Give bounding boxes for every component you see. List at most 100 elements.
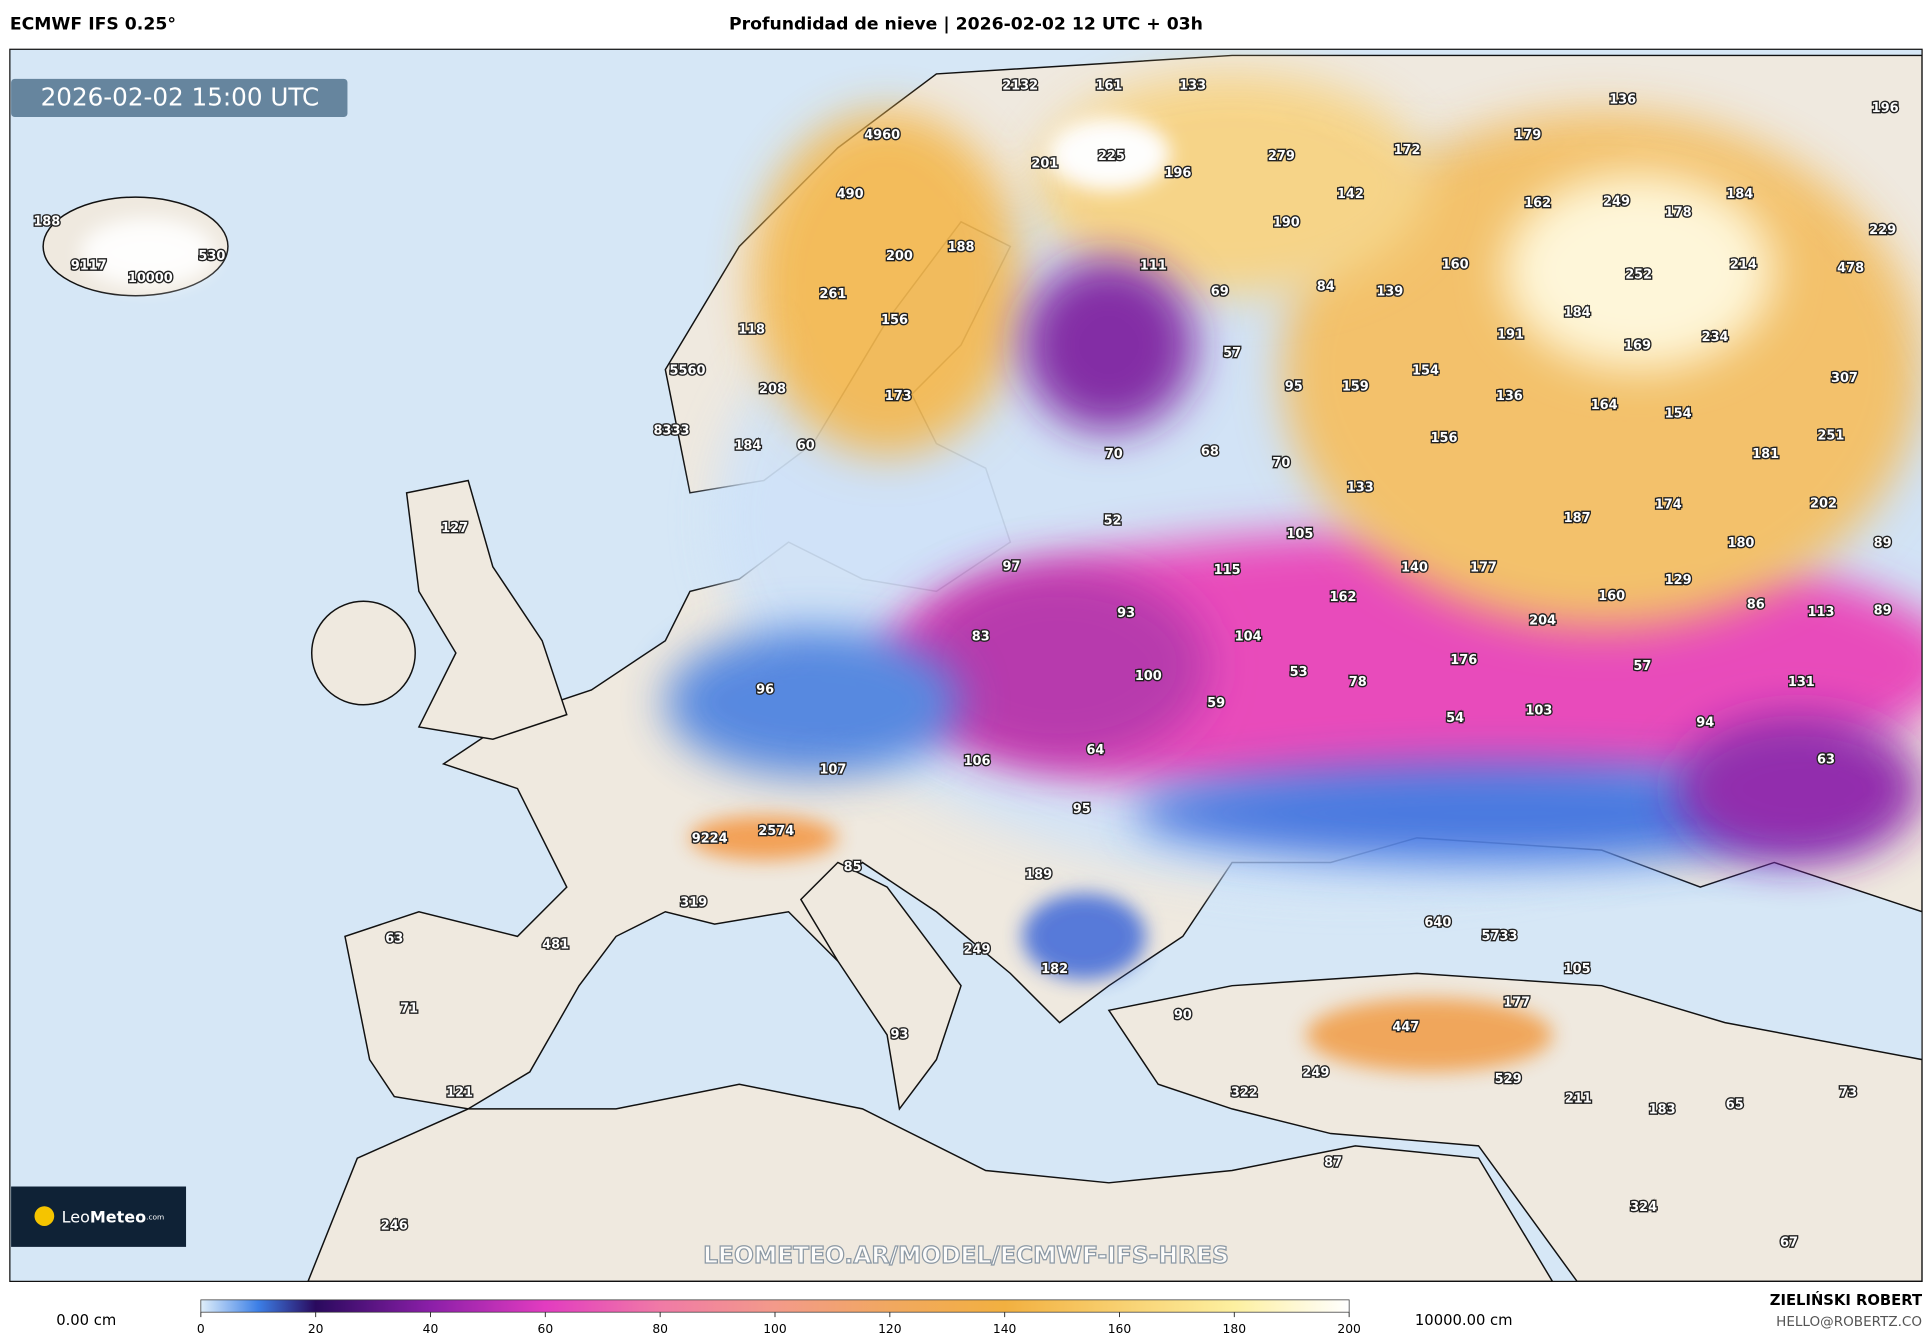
snow-depth-label: 52 (1104, 514, 1122, 529)
snow-depth-label: 191 (1497, 328, 1524, 343)
snow-depth-label: 70 (1105, 447, 1123, 462)
timestamp: 2026-02-02 15:00 UTC (41, 83, 320, 112)
snow-depth-label: 490 (837, 187, 864, 202)
snow-depth-label: 164 (1591, 398, 1618, 413)
snow-depth-label: 100 (1135, 669, 1162, 684)
snow-depth-label: 447 (1392, 1020, 1419, 1035)
snow-depth-label: 2574 (758, 824, 794, 839)
snow-depth-label: 57 (1223, 346, 1241, 361)
snow-depth-label: 530 (198, 249, 225, 264)
snow-depth-label: 162 (1524, 196, 1551, 211)
snow-depth-label: 104 (1235, 629, 1262, 644)
colorbar-tick-label: 0 (197, 1322, 205, 1336)
snow-depth-label: 95 (1285, 379, 1303, 394)
colorbar-tick-label: 60 (537, 1322, 553, 1336)
snow-depth-label: 478 (1837, 261, 1864, 276)
snow-depth-label: 184 (734, 439, 761, 454)
snow-depth-label: 182 (1041, 962, 1068, 977)
colorbar-min: 0.00 cm (56, 1312, 116, 1329)
snow-depth-label: 139 (1376, 285, 1403, 300)
colorbar-tick-label: 20 (308, 1322, 324, 1336)
map: 2132 161 133 136 196 4960 179 172 279 201 225 196 49… (9, 49, 1923, 1282)
snow-depth-label: 95 (1073, 802, 1091, 817)
snow-depth-label: 87 (1324, 1156, 1342, 1171)
colorbar-tick-label: 180 (1223, 1322, 1247, 1336)
snow-depth-label: 184 (1726, 187, 1753, 202)
snow-depth-label: 111 (1140, 259, 1167, 274)
snow-depth-label: 184 (1564, 305, 1591, 320)
snow-depth-label: 172 (1394, 143, 1421, 158)
snow-depth-label: 57 (1633, 659, 1651, 674)
snow-depth-label: 307 (1831, 371, 1858, 386)
snow-depth-label: 70 (1272, 456, 1290, 471)
snow-depth-label: 225 (1098, 149, 1125, 164)
snow-depth-label: 201 (1031, 156, 1058, 171)
snow-depth-label: 140 (1401, 560, 1428, 575)
snow-depth-label: 85 (844, 860, 862, 875)
snow-depth-label: 96 (756, 682, 774, 697)
snow-depth-label: 181 (1752, 447, 1779, 462)
snow-depth-label: 9224 (692, 832, 728, 847)
snow-depth-label: 176 (1450, 653, 1477, 668)
snow-depth-label: 115 (1214, 563, 1241, 578)
snow-depth-label: 211 (1565, 1092, 1592, 1107)
snow-depth-label: 67 (1780, 1236, 1798, 1251)
map-frame (9, 48, 1923, 1283)
snow-depth-label: 162 (1329, 590, 1356, 605)
snow-depth-label: 180 (1727, 536, 1754, 551)
snow-depth-label: 196 (1164, 166, 1191, 181)
snow-depth-label: 202 (1810, 496, 1837, 511)
snow-depth-label: 103 (1525, 703, 1552, 718)
snow-depth-label: 142 (1337, 187, 1364, 202)
snow-depth-label: 5733 (1481, 929, 1517, 944)
snow-depth-label: 177 (1503, 995, 1530, 1010)
snow-depth-label: 174 (1655, 498, 1682, 513)
snow-depth-label: 160 (1442, 257, 1469, 272)
snow-depth-label: 86 (1747, 597, 1765, 612)
snow-depth-label: 93 (890, 1027, 908, 1042)
colorbar-tick-label: 100 (763, 1322, 787, 1336)
snow-depth-label: 71 (400, 1002, 418, 1017)
snow-depth-label: 322 (1231, 1085, 1258, 1100)
snow-depth-label: 94 (1696, 716, 1714, 731)
snow-depth-label: 90 (1174, 1008, 1192, 1023)
snow-depth-label: 189 (1025, 867, 1052, 882)
snow-depth-label: 107 (819, 763, 846, 778)
logo-bold: Meteo (90, 1207, 146, 1226)
snow-depth-label: 73 (1839, 1085, 1857, 1100)
snow-depth-label: 65 (1726, 1098, 1744, 1113)
snow-depth-label: 78 (1349, 675, 1367, 690)
snow-depth-label: 118 (738, 323, 765, 338)
snow-depth-label: 251 (1817, 429, 1844, 444)
snow-depth-label: 159 (1342, 379, 1369, 394)
snow-depth-label: 188 (948, 240, 975, 255)
snow-depth-label: 481 (542, 938, 569, 953)
snow-depth-label: 136 (1496, 389, 1523, 404)
snow-depth-label: 93 (1117, 606, 1135, 621)
chart-title: Profundidad de nieve | 2026-02-02 12 UTC… (729, 15, 1203, 35)
snow-depth-label: 63 (1817, 753, 1835, 768)
logo-suffix: .com (146, 1212, 164, 1221)
snow-depth-label: 2132 (1002, 79, 1038, 94)
snow-depth-label: 249 (1603, 195, 1630, 210)
snow-depth-label: 324 (1630, 1200, 1657, 1215)
snow-depth-label: 5560 (670, 363, 706, 378)
colorbar-tick-label: 160 (1108, 1322, 1132, 1336)
snow-depth-label: 105 (1286, 527, 1313, 542)
snow-depth-label: 177 (1470, 560, 1497, 575)
colorbar-tick-label: 140 (993, 1322, 1017, 1336)
logo-text: LeoMeteo.com (62, 1207, 165, 1226)
snow-depth-label: 319 (680, 896, 707, 911)
snow-depth-label: 4960 (864, 128, 900, 143)
snow-depth-label: 190 (1273, 216, 1300, 231)
colorbar-ticks: 0 20 40 60 80 100 120 140 160 180 200 (197, 1312, 1361, 1336)
snow-depth-label: 60 (797, 439, 815, 454)
snow-depth-label: 156 (1431, 431, 1458, 446)
layout: ECMWF IFS 0.25° Profundidad de nieve | 2… (9, 15, 1923, 1336)
snow-depth-label: 63 (385, 931, 403, 946)
snow-depth-label: 136 (1609, 92, 1636, 107)
snow-depth-label: 8333 (654, 424, 690, 439)
credit-email: HELLO@ROBERTZ.CO (1776, 1314, 1922, 1330)
